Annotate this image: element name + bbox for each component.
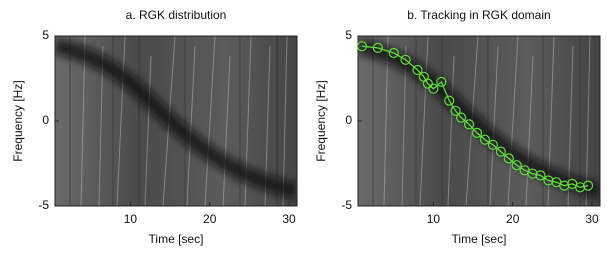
spectrogram-image: [55, 36, 297, 206]
x-tick-label: 20: [506, 212, 520, 226]
y-tick-label: -5: [38, 198, 49, 212]
x-axis-label: Time [sec]: [452, 232, 507, 246]
y-tick-label: 5: [345, 28, 352, 42]
y-tick-label: -5: [341, 198, 352, 212]
spectrogram-image: [358, 36, 600, 206]
x-axis-label: Time [sec]: [149, 232, 204, 246]
x-tick-label: 30: [282, 212, 296, 226]
x-tick-label: 20: [203, 212, 217, 226]
y-tick-label: 0: [345, 113, 352, 127]
panel-title: a. RGK distribution: [126, 8, 227, 22]
y-axis-label: Frequency [Hz]: [314, 80, 328, 161]
y-tick-label: 0: [42, 113, 49, 127]
x-tick-label: 30: [585, 212, 599, 226]
y-tick-label: 5: [42, 28, 49, 42]
x-tick-label: 10: [124, 212, 138, 226]
x-tick-label: 10: [427, 212, 441, 226]
figure: a. RGK distribution Time [sec] Frequency […: [0, 0, 607, 254]
y-axis-label: Frequency [Hz]: [11, 80, 25, 161]
panel-title: b. Tracking in RGK domain: [407, 8, 550, 22]
